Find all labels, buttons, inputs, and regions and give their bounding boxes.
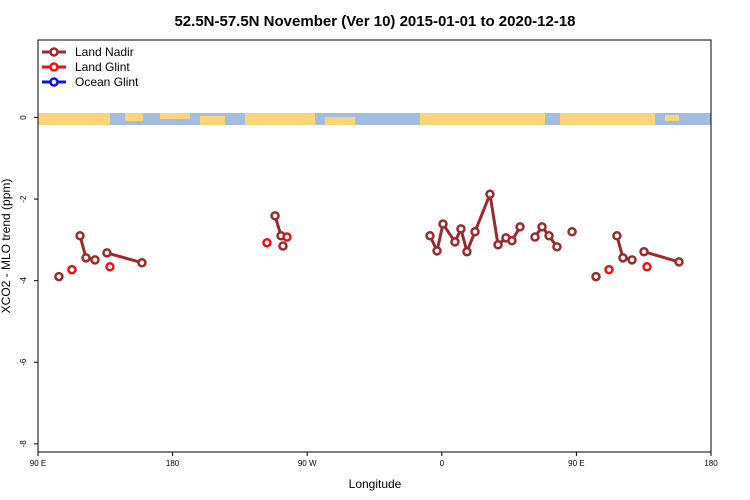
point [530,232,540,242]
point [591,271,601,282]
y-axis-label: XCO2 - MLO trend (ppm) [0,179,13,314]
point [485,189,495,199]
point [552,242,562,252]
point [425,231,435,241]
y-tick-label: -8 [19,440,28,448]
x-tick-label: 90 E [30,459,46,468]
chart-title: 52.5N-57.5N November (Ver 10) 2015-01-01… [174,13,575,30]
point [81,253,91,263]
point [627,255,637,265]
point [507,235,517,246]
point [90,255,100,265]
x-axis-label: Longitude [349,477,402,491]
x-tick-label: 90 W [298,459,317,468]
point [282,232,292,242]
point [604,264,614,275]
legend-marker [49,62,59,72]
point [54,271,64,282]
point [618,253,628,263]
y-tick-label: 0 [19,115,28,120]
point [462,246,472,257]
plot-frame [37,39,712,453]
map-strip [38,113,711,125]
point [642,262,652,272]
point [544,231,554,241]
legend-label: Land Glint [75,60,130,74]
point [262,237,272,248]
point [456,224,466,234]
point [567,226,577,237]
legend-label: Land Nadir [75,45,134,59]
point [470,226,480,237]
y-tick-label: -6 [19,358,28,366]
point [102,248,112,258]
point [270,211,280,221]
point [137,257,147,268]
point [515,222,525,232]
series-line [78,188,680,265]
point [674,257,684,267]
point [105,262,115,272]
point [612,231,622,241]
y-tick-label: -4 [19,277,28,285]
point [67,264,77,275]
point [639,246,649,257]
x-tick-label: 180 [166,459,180,468]
point [493,240,503,250]
point [278,241,288,251]
point [537,222,547,232]
point [450,237,460,247]
point [438,219,448,229]
point [75,231,85,241]
legend-marker [49,47,59,57]
legend-marker [49,77,59,87]
legend-label: Ocean Glint [75,75,139,89]
point [432,246,442,256]
x-tick-label: 0 [440,459,445,468]
x-tick-label: 180 [704,459,718,468]
y-tick-label: -2 [19,195,28,203]
x-tick-label: 90 E [568,459,584,468]
